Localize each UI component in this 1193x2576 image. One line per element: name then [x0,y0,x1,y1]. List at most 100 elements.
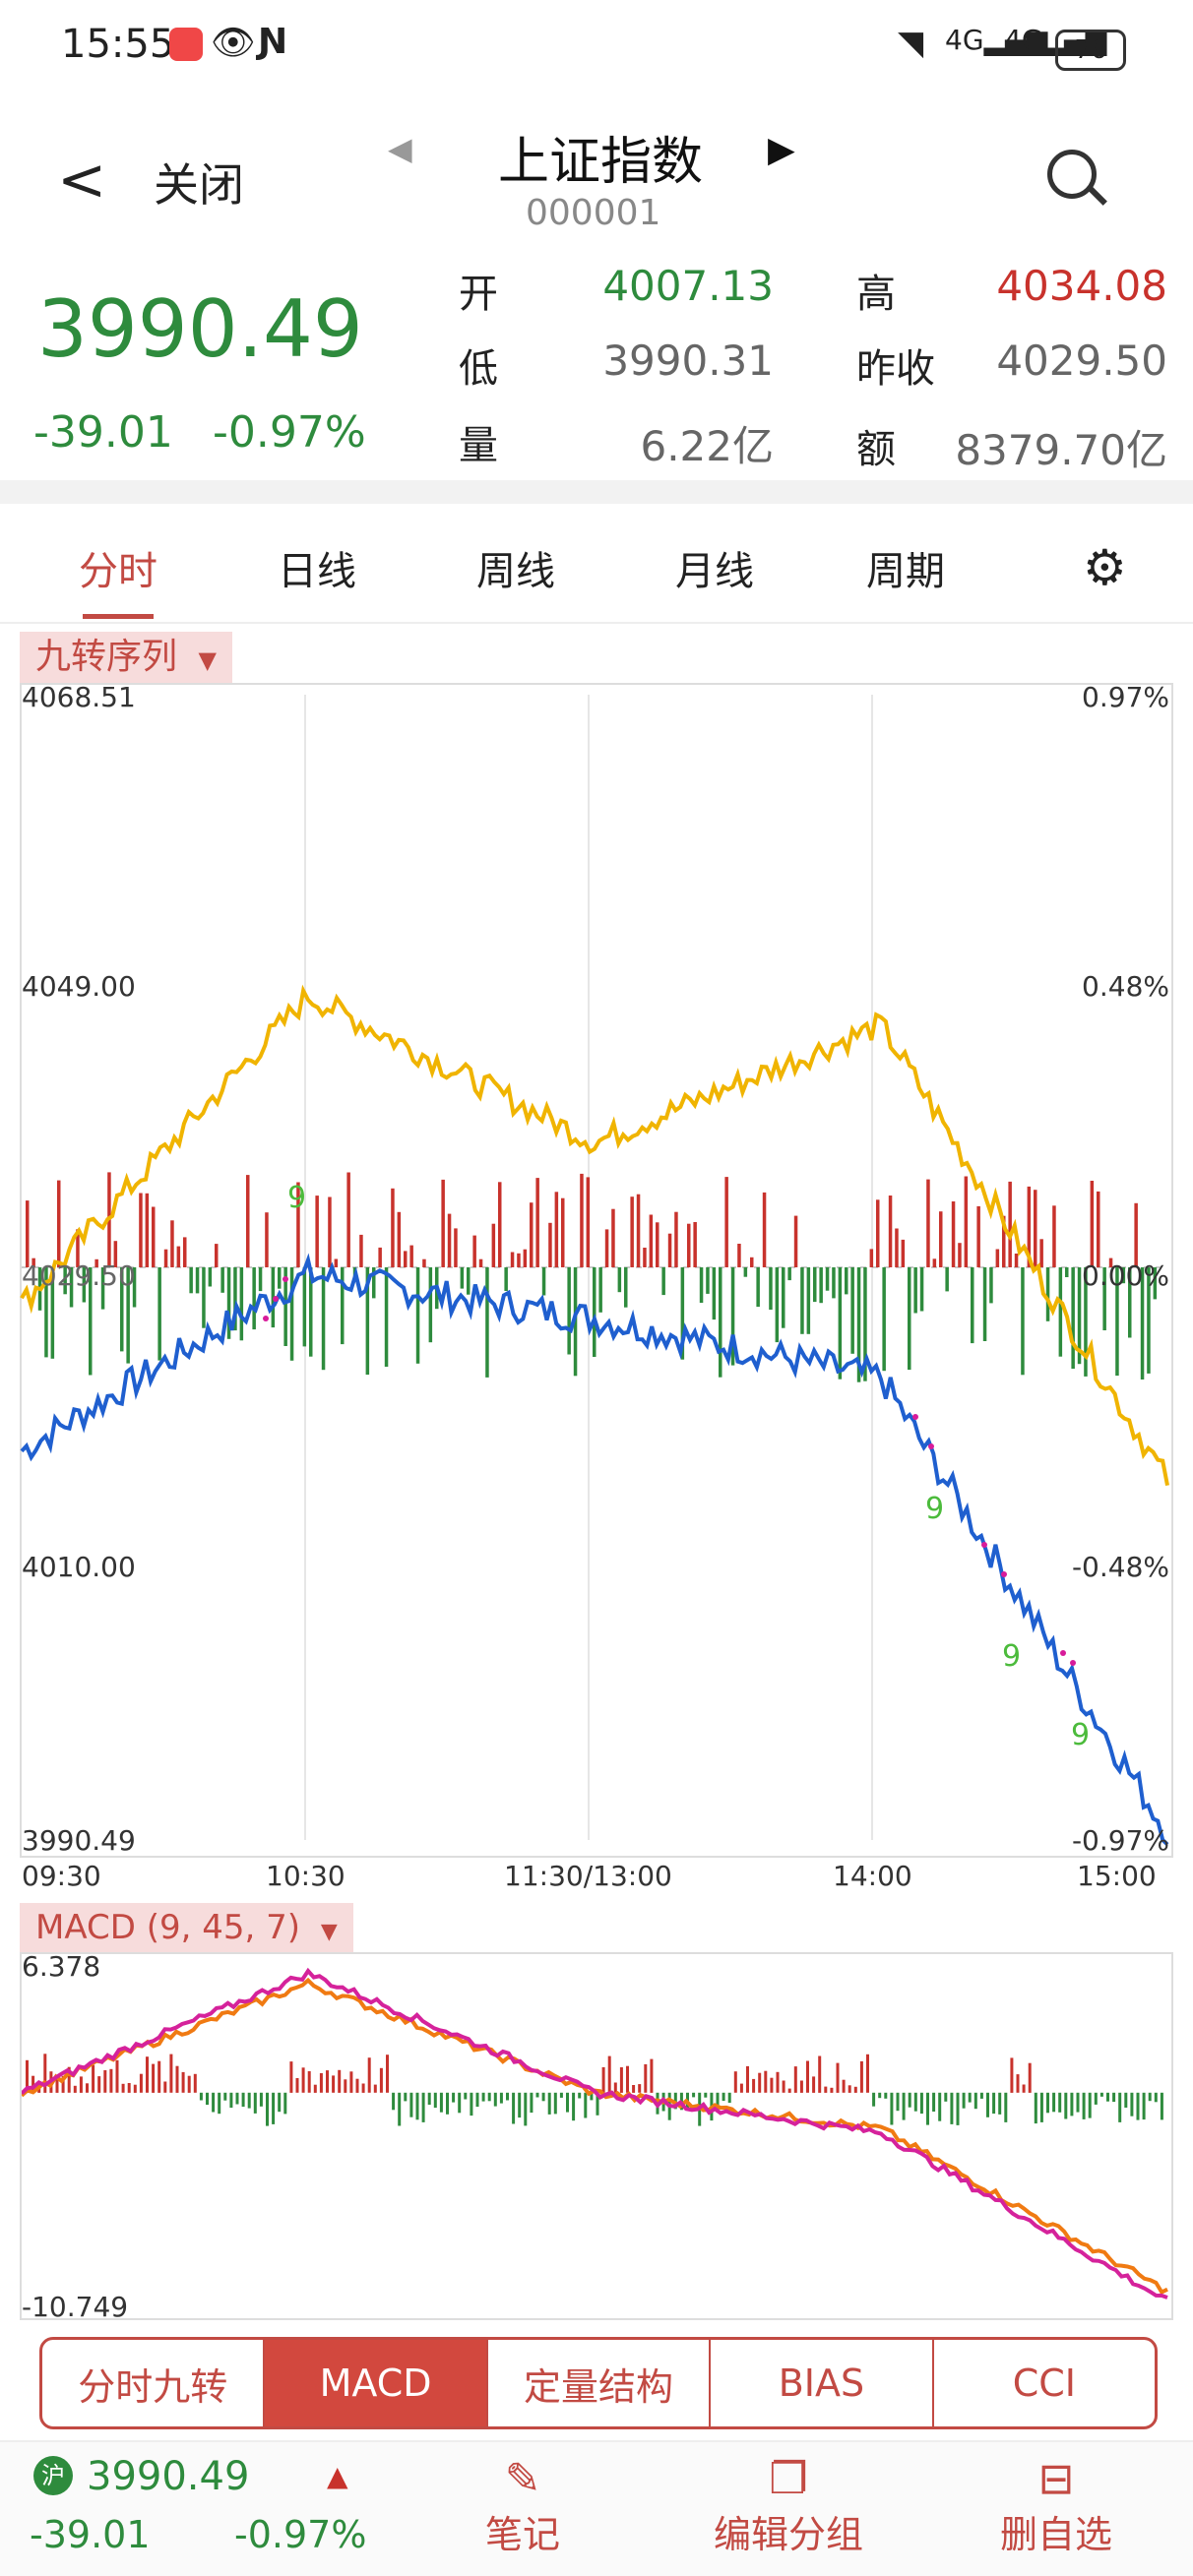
edit-group-button[interactable]: ❐ 编辑分组 [705,2454,872,2558]
macd-bar [289,2061,293,2093]
macd-bar [415,2092,419,2120]
remove-watchlist-button[interactable]: ⊟ 删自选 [992,2454,1120,2558]
macd-bar [433,2092,437,2109]
series-price-line [20,1253,1169,1847]
quote-row-volume: 量 6.22亿 额 8379.70亿 [459,413,1167,474]
tab-bias[interactable]: BIAS [711,2340,934,2426]
volume-bar [630,1196,634,1267]
macd-selector[interactable]: MACD (9, 45, 7) ▼ [20,1903,353,1952]
macd-bar [332,2075,336,2093]
tab-macd[interactable]: MACD [265,2340,488,2426]
search-icon[interactable] [1047,150,1097,199]
wifi-icon: ◥ [898,24,924,63]
volume-bar [478,1258,483,1267]
back-arrow-icon[interactable]: < [57,146,107,215]
macd-bar [830,2087,834,2093]
volume-bar [901,1239,906,1267]
market-badge: 沪 [33,2456,73,2495]
macd-bar [97,2076,101,2093]
indicator-selector[interactable]: 九转序列 ▼ [20,632,232,683]
volume-bar [404,1251,408,1267]
intraday-chart[interactable] [20,683,1173,1858]
macd-bar [446,2092,449,2115]
nine-mark: 9 [1002,1639,1022,1674]
macd-bar [1124,2092,1128,2108]
volume-bar [132,1267,137,1308]
volume-bar [976,1205,980,1267]
macd-bar [506,2092,509,2101]
macd-bar [956,2092,960,2125]
notes-label: 笔记 [484,2513,560,2556]
label-open: 开 [459,272,498,317]
volume-bar [422,1258,426,1267]
volume-bar [617,1267,622,1293]
tab-period[interactable]: 周期 [866,549,945,594]
macd-bar [782,2080,785,2093]
macd-bar [793,2066,797,2093]
next-stock-icon[interactable]: ▶ [768,130,795,170]
label-prev-close: 昨收 [856,346,935,392]
remove-watchlist-label: 删自选 [999,2513,1112,2556]
tab-intraday[interactable]: 分时 [79,549,157,594]
macd-chart[interactable] [20,1952,1173,2320]
macd-bar [427,2092,431,2105]
volume-bar [1115,1267,1119,1377]
volume-bar [535,1178,539,1267]
macd-bar [157,2060,161,2093]
macd-bar [392,2092,396,2111]
volume-bar [176,1246,181,1267]
volume-bar [939,1211,943,1267]
period-tabs: 分时 日线 周线 月线 周期 ⚙ [0,539,1193,628]
macd-bar [344,2079,347,2093]
notes-button[interactable]: ✎ 笔记 [469,2454,577,2558]
macd-bar [950,2092,954,2124]
macd-bar [139,2073,143,2093]
y-label-left-4: 3990.49 [22,1824,136,1857]
volume-bar [504,1267,508,1291]
prev-stock-icon[interactable]: ◀ [388,130,412,167]
tab-weekly[interactable]: 周线 [476,549,555,594]
macd-bar [229,2092,233,2109]
volume-bar [120,1267,124,1352]
macd-bar [481,2092,485,2102]
macd-y-max: 6.378 [22,1950,101,1983]
macd-bar [1034,2092,1037,2124]
settings-gear-icon[interactable]: ⚙ [1083,539,1127,596]
volume-bar [89,1267,93,1376]
macd-bar [283,2092,287,2115]
volume-bar [145,1193,150,1267]
macd-bar [938,2092,942,2121]
macd-bar [487,2092,491,2102]
macd-bar [1112,2092,1116,2103]
volume-bar [845,1267,848,1295]
tab-monthly[interactable]: 月线 [675,549,754,594]
volume-bar [706,1267,710,1294]
volume-bar [793,1215,798,1267]
volume-bar [769,1267,773,1310]
volume-bar [661,1267,665,1296]
volume-bar [126,1267,130,1364]
macd-bar [1039,2092,1043,2122]
tab-daily[interactable]: 日线 [278,549,356,594]
volume-bar [586,1177,591,1267]
volume-bar [674,1211,678,1267]
macd-bar [872,2092,876,2107]
macd-bar [115,2059,119,2093]
macd-bar [367,2057,371,2093]
volume-bar [800,1267,804,1334]
volume-bar [258,1267,263,1292]
close-label[interactable]: 关闭 [154,158,244,212]
y-label-right-2: 0.00% [1082,1259,1169,1292]
tab-nine-sequence[interactable]: 分时九转 [42,2340,266,2426]
macd-bar [722,2092,725,2102]
volume-bar [787,1267,791,1281]
volume-bar [321,1267,326,1371]
macd-bar [752,2078,756,2093]
volume-bar [82,1267,87,1303]
tab-cci[interactable]: CCI [1012,2361,1076,2405]
macd-bar [787,2088,791,2093]
volume-bar [1039,1239,1043,1267]
signal-dot [981,1542,987,1548]
macd-bar [1088,2092,1092,2118]
tab-quant-structure[interactable]: 定量结构 [488,2340,712,2426]
